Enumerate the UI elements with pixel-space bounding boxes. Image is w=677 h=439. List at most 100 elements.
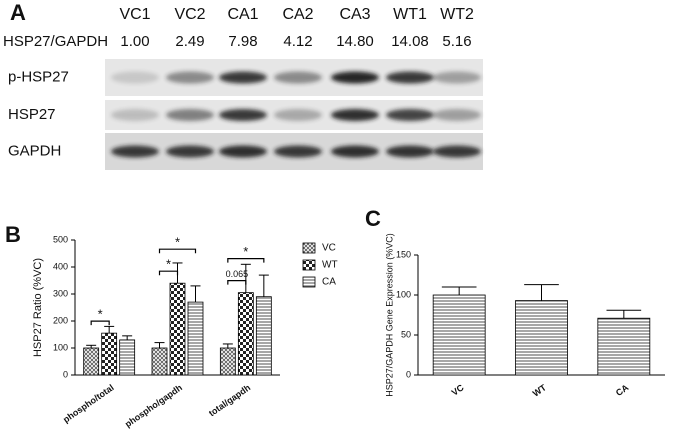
error-bar [240, 263, 251, 293]
band [433, 145, 481, 158]
ratio-value: 2.49 [175, 33, 204, 50]
bar [101, 332, 118, 376]
row-label: HSP27 [8, 106, 56, 123]
legend-label: VC [322, 243, 336, 254]
legend-label: WT [322, 260, 338, 271]
ratio-value: 7.98 [228, 33, 257, 50]
band [111, 71, 159, 84]
band [111, 109, 159, 121]
band [274, 145, 322, 158]
y-tick-label: 50 [401, 329, 411, 339]
x-tick-label: WT [531, 382, 549, 399]
western-blot: A HSP27/GAPDH [3, 0, 108, 50]
band [386, 145, 434, 158]
x-tick-label: total/gapdh [207, 382, 252, 418]
y-axis-title: HSP27 Ratio (%VC) [32, 258, 44, 357]
panel-label: B [5, 222, 21, 247]
bar [119, 339, 136, 376]
error-bar [524, 284, 559, 301]
row-label: p-HSP27 [8, 68, 69, 85]
band [274, 71, 322, 84]
bar [432, 294, 486, 376]
y-tick-label: 500 [53, 234, 68, 244]
y-tick-label: 400 [53, 261, 68, 271]
legend-swatch [302, 242, 316, 254]
significance-label: * [98, 307, 103, 322]
lane-label: VC2 [174, 6, 205, 23]
band [219, 109, 267, 121]
lane-label: WT2 [440, 6, 474, 23]
significance-bracket [227, 258, 265, 263]
band [219, 145, 267, 158]
bar [255, 296, 272, 376]
error-bar [222, 343, 233, 348]
significance-bracket [90, 320, 110, 326]
ratio-value: 1.00 [120, 33, 149, 50]
band [386, 109, 434, 121]
bar [219, 347, 236, 376]
significance-label: * [243, 244, 248, 259]
error-bar [86, 344, 97, 348]
band [433, 71, 481, 84]
error-bar [190, 285, 201, 303]
band [331, 71, 379, 84]
bar [83, 347, 100, 376]
x-tick-label: CA [614, 382, 631, 398]
ratio-value: 14.08 [391, 33, 429, 50]
bar [187, 301, 204, 376]
significance-bracket [158, 248, 197, 254]
lane-label: WT1 [393, 6, 427, 23]
y-tick-label: 150 [396, 249, 411, 259]
lane-label: VC1 [119, 6, 150, 23]
y-axis-title: HSP27/GAPDH Gene Expression (%VC) [384, 233, 394, 397]
significance-label: * [166, 257, 171, 272]
significance-bracket [158, 270, 179, 276]
x-tick-label: VC [450, 382, 466, 398]
band [331, 145, 379, 158]
ratio-value: 5.16 [442, 33, 471, 50]
band [274, 109, 322, 121]
bar [515, 300, 568, 376]
legend-label: CA [322, 277, 336, 288]
lane-label: CA1 [227, 6, 258, 23]
band [166, 71, 214, 84]
row-label: GAPDH [8, 142, 61, 159]
panel-label: C [365, 206, 381, 231]
lane-label: CA3 [339, 6, 370, 23]
y-tick-label: 100 [53, 342, 68, 352]
ratio-value: 14.80 [336, 33, 374, 50]
lane-label: CA2 [282, 6, 313, 23]
band [166, 109, 214, 121]
error-bar [154, 342, 165, 348]
significance-label: 0.065 [226, 269, 249, 279]
error-bar [606, 309, 642, 319]
significance-label: * [175, 235, 180, 250]
significance-bracket [227, 280, 247, 285]
band [166, 145, 214, 158]
y-tick-label: 200 [53, 315, 68, 325]
bar [237, 292, 254, 376]
bar [169, 282, 186, 376]
error-bar [122, 335, 133, 340]
legend-swatch [302, 276, 316, 288]
error-bar [258, 274, 269, 297]
error-bar [441, 286, 477, 295]
panel-label: A [10, 0, 26, 25]
y-tick-label: 100 [396, 289, 411, 299]
y-tick-label: 300 [53, 288, 68, 298]
band [433, 109, 481, 121]
band [331, 109, 379, 121]
band [111, 145, 159, 158]
x-tick-label: phospho/gapdh [123, 382, 184, 429]
band [219, 71, 267, 84]
bar [151, 347, 168, 376]
x-tick-label: phospho/total [61, 382, 115, 424]
legend-swatch [302, 259, 316, 271]
ratio-label: HSP27/GAPDH [3, 33, 108, 50]
y-tick-label: 0 [406, 369, 411, 379]
band [386, 71, 434, 84]
y-tick-label: 0 [63, 369, 68, 379]
ratio-value: 4.12 [283, 33, 312, 50]
